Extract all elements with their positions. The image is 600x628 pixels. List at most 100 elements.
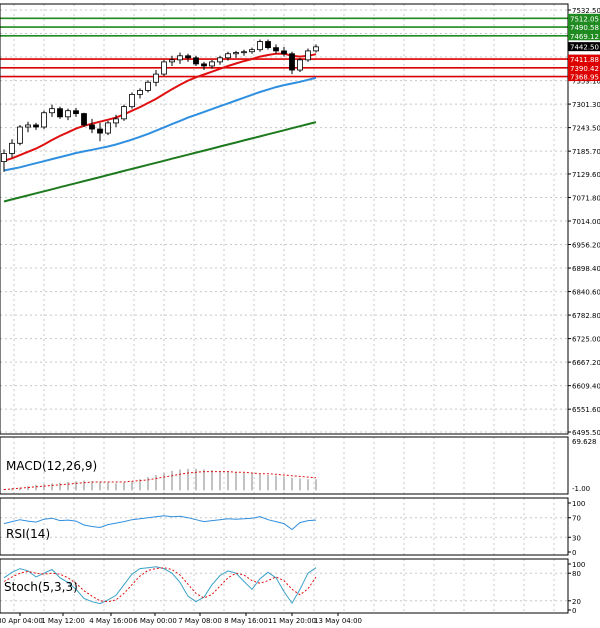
rsi-y-tick: 100	[572, 500, 585, 508]
level-tag	[568, 22, 600, 32]
series	[0, 17, 568, 605]
x-tick-label: 1 May 12:00	[41, 617, 85, 625]
candle-bullish	[41, 112, 47, 128]
rsi-y-tick: 0	[572, 549, 576, 557]
stoch-label: Stoch(5,3,3)	[4, 580, 78, 594]
candle-bullish	[161, 61, 167, 75]
candle-bullish	[145, 81, 151, 91]
macd-signal-line	[3, 471, 317, 491]
candle-bullish	[9, 142, 15, 154]
rsi-line	[3, 515, 317, 531]
level-label: 7512.05	[570, 15, 599, 23]
ma-fast-line	[3, 52, 317, 162]
candle-bullish	[25, 124, 31, 128]
candle-bullish	[153, 73, 159, 83]
candle-bearish	[89, 124, 95, 130]
x-tick-label: 13 May 04:00	[314, 617, 362, 625]
pane-frame	[0, 497, 569, 556]
candle-bullish	[169, 59, 175, 63]
x-tick-label: 11 May 20:00	[268, 617, 316, 625]
y-tick-label: 6667.20	[572, 359, 600, 367]
level-tag	[568, 54, 600, 64]
level-label: 7368.95	[570, 74, 599, 82]
level-label: 7469.12	[570, 33, 599, 41]
candle-bullish	[249, 49, 255, 53]
candle-bullish	[65, 110, 71, 118]
candle-bullish	[17, 126, 23, 144]
macd-y-tick: 69.628	[572, 438, 597, 446]
candle-bearish	[97, 128, 103, 134]
y-tick-label: 6609.40	[572, 383, 600, 391]
stoch-y-tick: 80	[572, 570, 581, 578]
current-price-tag	[568, 42, 600, 52]
candle-bullish	[305, 50, 311, 61]
candle-bearish	[201, 63, 207, 67]
x-tick-label: 6 May 00:00	[133, 617, 177, 625]
macd-label: MACD(12,26,9)	[6, 459, 97, 473]
y-tick-label: 7014.00	[572, 218, 600, 226]
stoch-y-tick: 20	[572, 598, 581, 606]
frame	[0, 3, 571, 616]
y-tick-label: 7301.30	[572, 101, 600, 109]
ma-mid-line	[3, 76, 317, 172]
pane-frame	[0, 436, 569, 495]
candle-bearish	[193, 57, 199, 65]
candle-bullish	[105, 122, 111, 134]
candle-bullish	[225, 53, 231, 59]
candle-bullish	[233, 52, 239, 55]
x-tick-label: 30 Apr 04:00	[0, 617, 43, 625]
pane-frame	[0, 3, 569, 435]
candle-bullish	[137, 89, 143, 95]
y-tick-label: 6495.50	[572, 429, 600, 437]
candle-bearish	[185, 55, 191, 59]
candle-bearish	[273, 47, 279, 52]
candle-bearish	[73, 110, 79, 114]
y-tick-label: 6840.60	[572, 289, 600, 297]
candle-bullish	[313, 46, 319, 52]
candle-bearish	[33, 124, 39, 128]
candle-bullish	[1, 153, 7, 162]
stoch-y-tick: 0	[572, 607, 576, 615]
macd-y-tick: -1.00	[572, 485, 590, 493]
candle-bullish	[177, 55, 183, 61]
candle-bullish	[209, 61, 215, 67]
stoch-y-tick: 100	[572, 561, 585, 569]
x-tick-label: 4 May 16:00	[89, 617, 133, 625]
y-tick-label: 6782.80	[572, 312, 600, 320]
level-label: 7411.88	[570, 56, 599, 64]
current-price-label: 7442.50	[570, 44, 599, 52]
y-tick-label: 6725.00	[572, 336, 600, 344]
x-tick-label: 8 May 16:00	[224, 617, 268, 625]
y-tick-label: 6898.40	[572, 265, 600, 273]
candle-bullish	[113, 118, 119, 124]
candle-bullish	[257, 41, 263, 51]
level-tag	[568, 13, 600, 23]
candle-bullish	[49, 108, 55, 114]
stoch-k-line	[3, 566, 317, 605]
ma-slow-line	[3, 121, 317, 203]
candle-bullish	[121, 106, 127, 120]
level-label: 7490.58	[570, 24, 599, 32]
level-tag	[568, 31, 600, 41]
rsi-y-tick: 70	[572, 515, 581, 523]
candle-bullish	[297, 59, 303, 71]
y-tick-label: 6551.60	[572, 406, 600, 414]
level-tag	[568, 72, 600, 82]
y-tick-label: 6956.20	[572, 242, 600, 250]
candle-bearish	[265, 41, 271, 49]
candle-bullish	[129, 94, 135, 108]
y-tick-label: 7532.50	[572, 7, 600, 15]
rsi-label: RSI(14)	[6, 527, 50, 541]
x-tick-label: 7 May 08:00	[178, 617, 222, 625]
y-tick-label: 7243.50	[572, 125, 600, 133]
candle-bearish	[57, 108, 63, 118]
candle-bearish	[281, 50, 287, 55]
candle-bearish	[81, 113, 87, 126]
rsi-y-tick: 30	[572, 534, 581, 542]
y-tick-label: 7129.60	[572, 171, 600, 179]
y-tick-label: 7185.70	[572, 148, 600, 156]
candle-bullish	[217, 57, 223, 63]
labels: 7532.507474.707416.907359.107301.307243.…	[0, 7, 600, 625]
